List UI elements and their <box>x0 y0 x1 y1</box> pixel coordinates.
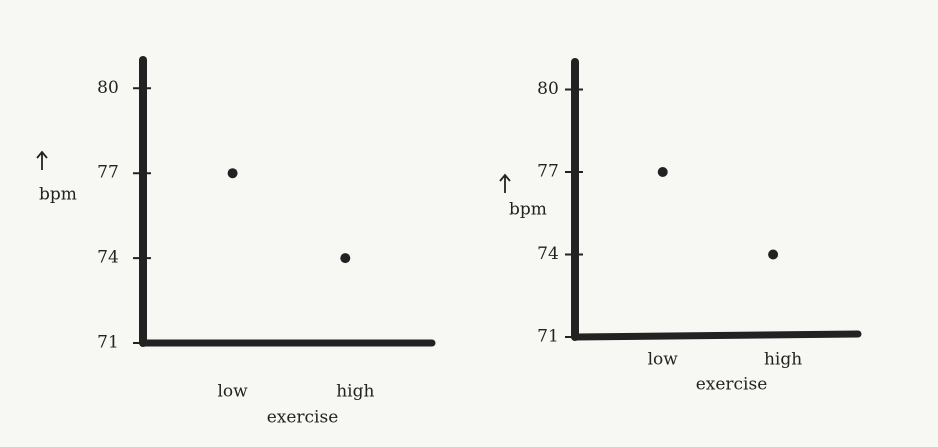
y-tick-label: 71 <box>537 327 559 347</box>
y-tick-label: 77 <box>537 162 559 182</box>
y-tick-label: 80 <box>537 79 559 99</box>
x-tick-label: low <box>217 382 248 402</box>
y-axis-label: bpm <box>509 200 547 220</box>
y-tick-label: 74 <box>97 248 119 268</box>
x-tick-label: high <box>336 382 374 402</box>
x-tick-label: high <box>764 350 802 370</box>
page: {"chart_data": [ {"type": "scatter", "ca… <box>0 0 938 447</box>
y-tick-label: 71 <box>97 333 119 353</box>
y-tick-label: 80 <box>97 78 119 98</box>
y-axis-label: bpm <box>39 185 77 205</box>
point <box>228 168 238 178</box>
point <box>340 253 350 263</box>
figure: 71 74 77 80 bpm exercise low high 71 74 77 80 bpm exe… <box>0 0 938 447</box>
point <box>658 167 668 177</box>
x-axis-label: exercise <box>696 375 768 395</box>
y-tick-label: 77 <box>97 163 119 183</box>
x-axis <box>575 334 858 337</box>
x-tick-label: low <box>648 350 679 370</box>
x-axis-label: exercise <box>267 408 339 428</box>
point <box>768 250 778 260</box>
y-tick-label: 74 <box>537 244 559 264</box>
